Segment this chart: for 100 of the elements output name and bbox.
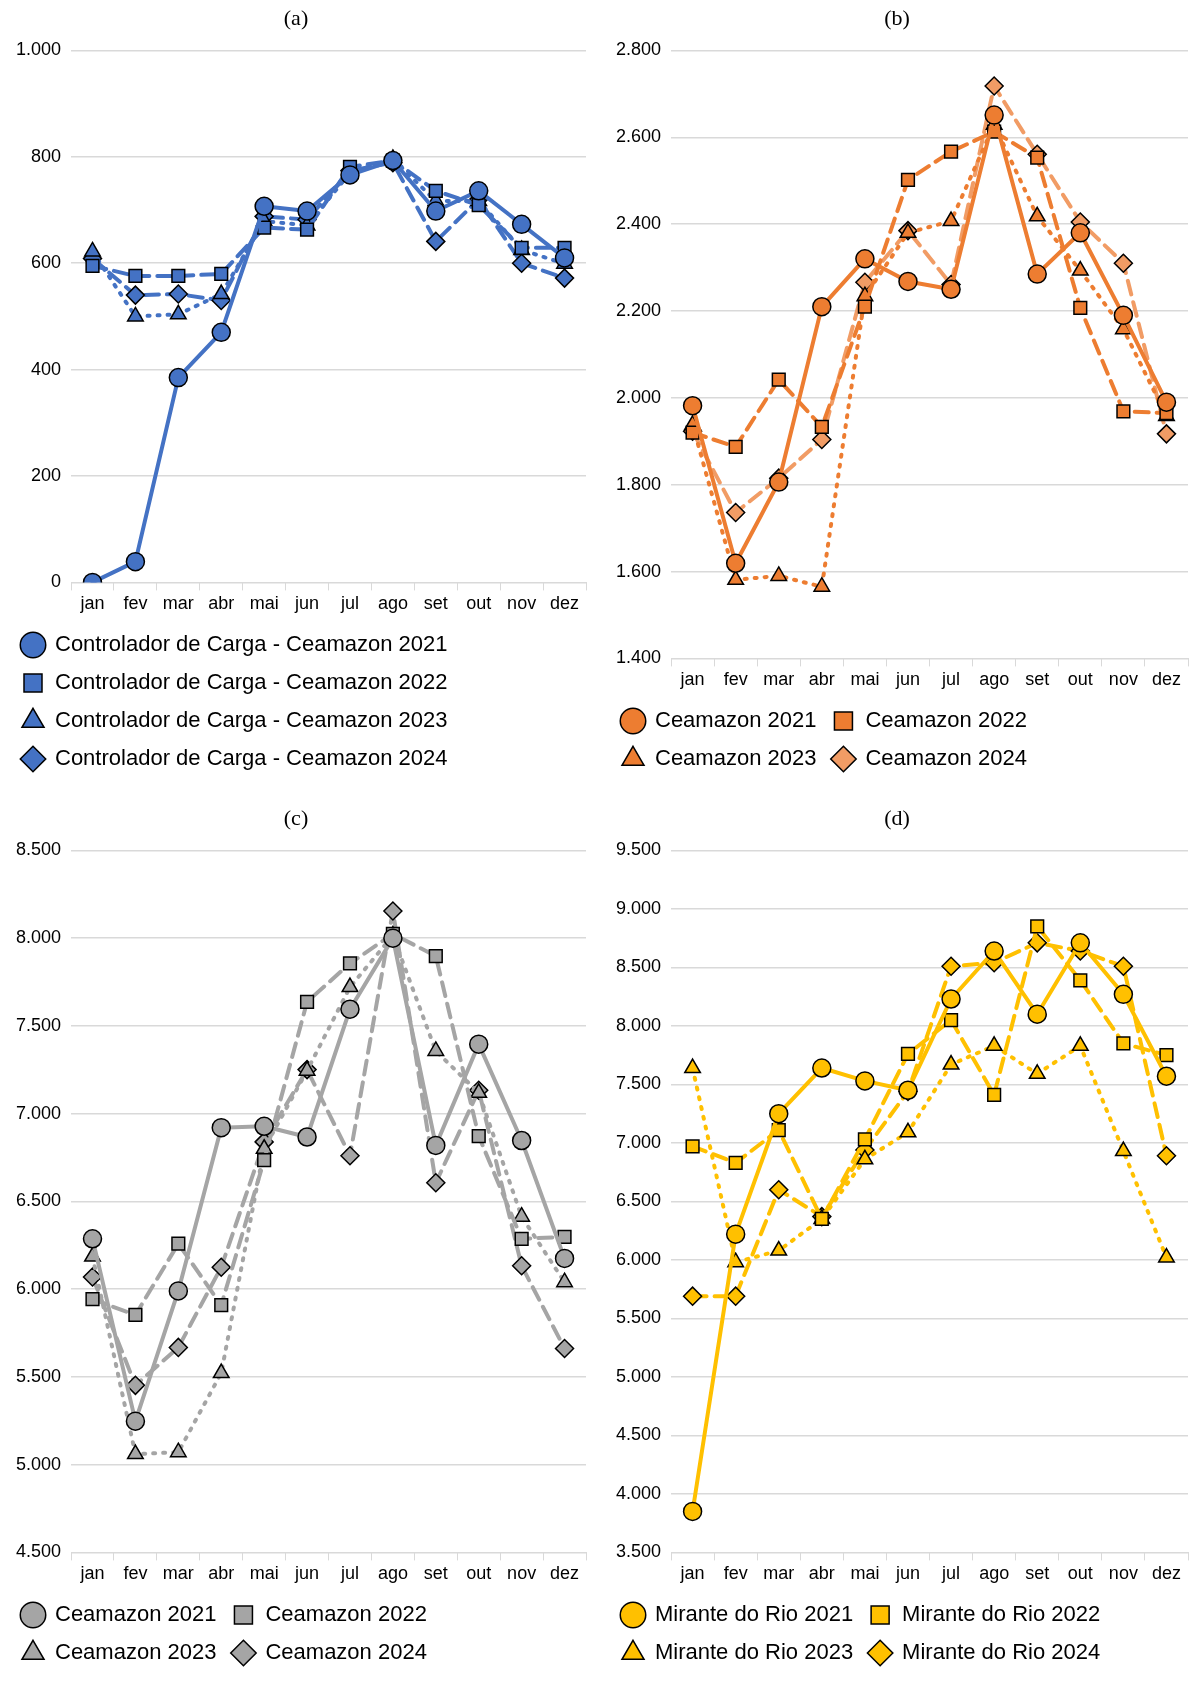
- y-tick-label: 6.500: [616, 1190, 662, 1211]
- x-tick-label: nov: [507, 593, 537, 614]
- x-tick-label: abr: [208, 593, 235, 614]
- x-tick-label: mar: [162, 1563, 194, 1584]
- y-tick-label: 2.400: [616, 213, 662, 234]
- x-tick-label: set: [423, 1563, 448, 1584]
- y-tick-label: 400: [31, 358, 62, 379]
- x-tick-label: out: [1067, 1563, 1093, 1584]
- chart-title: (c): [283, 804, 309, 830]
- legend-label: Mirante do Rio 2021: [655, 1601, 854, 1627]
- x-tick-label: out: [466, 1563, 492, 1584]
- y-tick-label: 1.600: [616, 560, 662, 581]
- x-tick-label: ago: [979, 1563, 1010, 1584]
- x-tick-label: mar: [763, 669, 795, 690]
- x-tick-label: mai: [249, 593, 279, 614]
- y-tick-label: 7.500: [616, 1073, 662, 1094]
- legend-label: Ceamazon 2024: [865, 745, 1027, 771]
- x-tick-label: jul: [941, 1563, 961, 1584]
- y-tick-label: 8.500: [16, 839, 62, 860]
- x-tick-label: jun: [894, 1563, 920, 1584]
- y-tick-label: 8.000: [16, 927, 62, 948]
- x-tick-label: jan: [79, 593, 105, 614]
- x-tick-label: ago: [377, 1563, 408, 1584]
- y-tick-label: 7.500: [16, 1014, 62, 1035]
- y-tick-label: 7.000: [616, 1131, 662, 1152]
- legend-label: Ceamazon 2023: [655, 745, 817, 771]
- y-tick-label: 1.800: [616, 473, 662, 494]
- y-tick-label: 4.500: [616, 1424, 662, 1445]
- y-tick-label: 1.400: [616, 647, 662, 668]
- x-tick-label: jun: [294, 1563, 320, 1584]
- legend-label: Ceamazon 2022: [265, 1601, 427, 1627]
- x-tick-label: fev: [723, 669, 748, 690]
- x-tick-label: nov: [507, 1563, 537, 1584]
- y-tick-label: 9.000: [616, 897, 662, 918]
- legend-label: Controlador de Carga - Ceamazon 2023: [55, 707, 448, 733]
- x-tick-label: abr: [808, 1563, 835, 1584]
- x-tick-label: set: [1025, 1563, 1050, 1584]
- x-tick-label: jul: [339, 593, 359, 614]
- y-tick-label: 800: [31, 145, 62, 166]
- y-tick-label: 5.000: [616, 1365, 662, 1386]
- legend-label: Ceamazon 2021: [655, 707, 817, 733]
- legend-label: Ceamazon 2023: [55, 1639, 217, 1665]
- x-tick-label: jun: [894, 669, 920, 690]
- x-tick-label: ago: [377, 593, 408, 614]
- y-tick-label: 5.500: [616, 1307, 662, 1328]
- legend-label: Controlador de Carga - Ceamazon 2024: [55, 745, 448, 771]
- y-tick-label: 0: [51, 571, 62, 592]
- y-tick-label: 6.000: [16, 1278, 62, 1299]
- y-tick-label: 7.000: [16, 1102, 62, 1123]
- x-tick-label: nov: [1108, 1563, 1138, 1584]
- x-tick-label: set: [1025, 669, 1050, 690]
- x-tick-label: fev: [123, 1563, 148, 1584]
- x-tick-label: dez: [550, 1563, 580, 1584]
- y-tick-label: 8.500: [616, 956, 662, 977]
- legend-label: Mirante do Rio 2023: [655, 1639, 854, 1665]
- x-tick-label: out: [1067, 669, 1093, 690]
- x-tick-label: dez: [1151, 1563, 1181, 1584]
- x-tick-label: mar: [763, 1563, 795, 1584]
- y-tick-label: 2.200: [616, 299, 662, 320]
- y-tick-label: 2.000: [616, 386, 662, 407]
- legend-label: Mirante do Rio 2022: [902, 1601, 1101, 1627]
- legend-label: Ceamazon 2024: [265, 1639, 427, 1665]
- legend-label: Ceamazon 2021: [55, 1601, 217, 1627]
- legend-label: Mirante do Rio 2024: [902, 1639, 1101, 1665]
- x-tick-label: jan: [679, 1563, 705, 1584]
- legend-label: Ceamazon 2022: [865, 707, 1027, 733]
- y-tick-label: 5.000: [16, 1453, 62, 1474]
- y-tick-label: 1.000: [16, 39, 62, 60]
- x-tick-label: dez: [1151, 669, 1181, 690]
- x-tick-label: jun: [294, 593, 320, 614]
- y-tick-label: 600: [31, 252, 62, 273]
- x-tick-label: abr: [808, 669, 835, 690]
- chart-title: (b): [884, 4, 910, 30]
- y-tick-label: 6.500: [16, 1190, 62, 1211]
- y-tick-label: 9.500: [616, 839, 662, 860]
- x-tick-label: dez: [550, 593, 580, 614]
- x-tick-label: jul: [941, 669, 961, 690]
- legend-label: Controlador de Carga - Ceamazon 2021: [55, 631, 448, 657]
- x-tick-label: fev: [123, 593, 148, 614]
- chart-title: (a): [283, 4, 309, 30]
- y-tick-label: 5.500: [16, 1365, 62, 1386]
- x-tick-label: set: [423, 593, 448, 614]
- x-tick-label: mai: [850, 669, 880, 690]
- y-tick-label: 6.000: [616, 1248, 662, 1269]
- y-tick-label: 200: [31, 464, 62, 485]
- x-tick-label: mar: [162, 593, 194, 614]
- x-tick-label: out: [466, 593, 492, 614]
- x-tick-label: ago: [979, 669, 1010, 690]
- y-tick-label: 4.500: [16, 1541, 62, 1562]
- y-tick-label: 8.000: [616, 1014, 662, 1035]
- x-tick-label: nov: [1108, 669, 1138, 690]
- x-tick-label: jan: [79, 1563, 105, 1584]
- chart-title: (d): [884, 804, 910, 830]
- y-tick-label: 3.500: [616, 1541, 662, 1562]
- x-tick-label: jul: [339, 1563, 359, 1584]
- y-tick-label: 4.000: [616, 1482, 662, 1503]
- x-tick-label: abr: [208, 1563, 235, 1584]
- y-tick-label: 2.800: [616, 39, 662, 60]
- x-tick-label: mai: [249, 1563, 279, 1584]
- legend-label: Controlador de Carga - Ceamazon 2022: [55, 669, 448, 695]
